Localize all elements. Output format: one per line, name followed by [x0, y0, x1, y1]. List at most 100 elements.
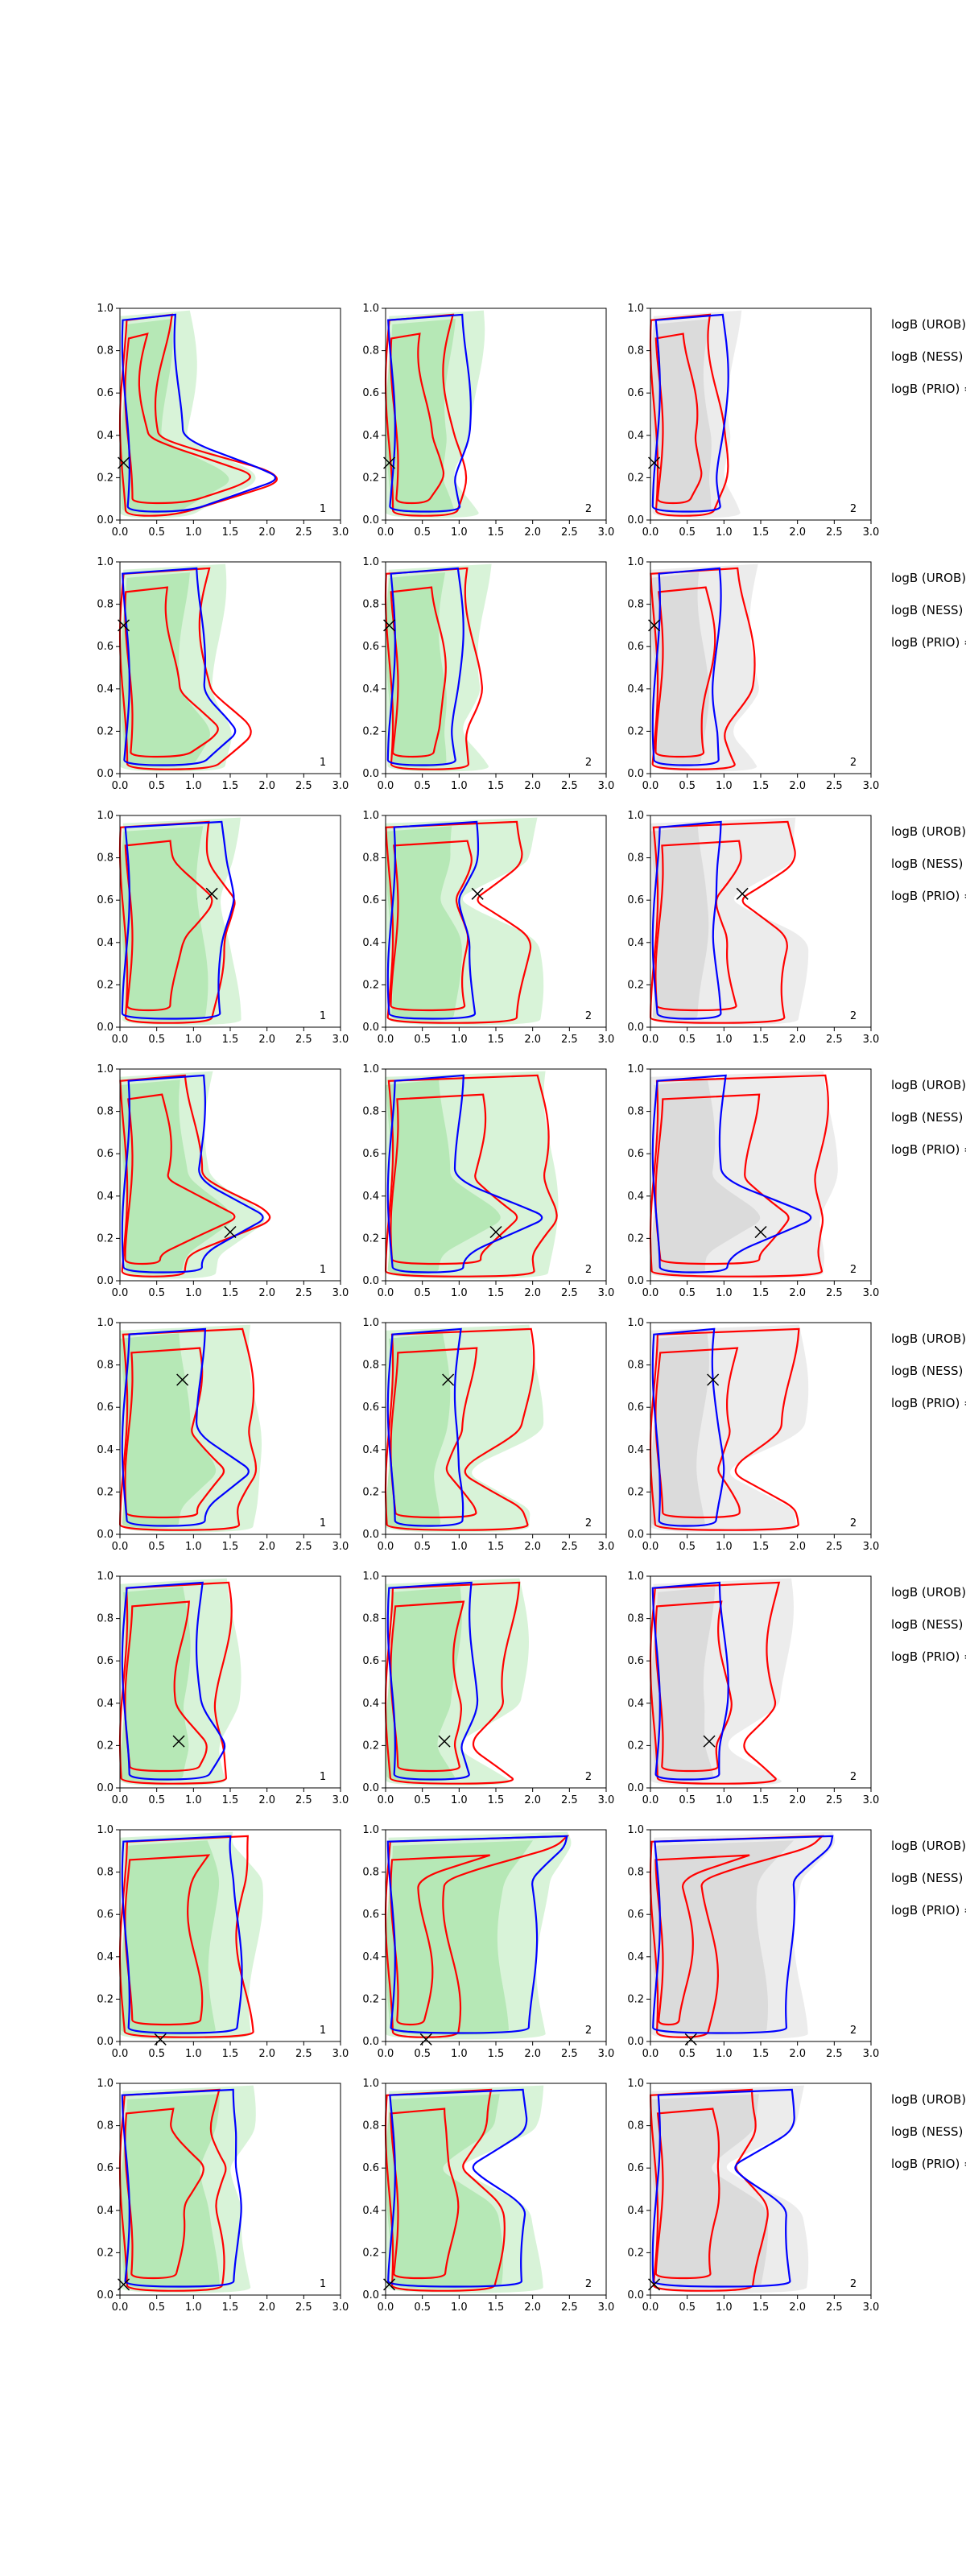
density-inner-fill: [650, 572, 709, 768]
y-tick-label: 0.2: [362, 979, 379, 991]
x-tick-label: 1.0: [451, 2301, 468, 2314]
y-tick-label: 0.8: [627, 852, 644, 865]
density-inner-fill: [650, 826, 709, 1022]
x-tick-label: 1.0: [716, 1794, 733, 1806]
panel-label: 2: [585, 2278, 592, 2290]
red-contour-outer: [118, 313, 278, 517]
density-inner-fill: [386, 2094, 504, 2289]
y-tick-label: 0.0: [97, 1529, 114, 1541]
red-contour-outer: [384, 2088, 506, 2292]
x-tick-label: 2.5: [561, 2301, 578, 2314]
blue-contour: [386, 820, 480, 1020]
x-tick-label: 2.5: [295, 526, 312, 539]
contour-panel-r5-c1: 0.0 0.5 1.0 1.5 2.0 2.5 3.0 0.0 0.2 0.4 0.6 0.8 1.0 1: [97, 1317, 349, 1553]
x-tick-label: 2.5: [561, 1287, 578, 1299]
x-tick-label: 0.5: [148, 780, 165, 792]
red-contour-outer: [649, 820, 796, 1024]
contour-panel-r5-c2: 0.0 0.5 1.0 1.5 2.0 2.5 3.0 0.0 0.2 0.4 0.6 0.8 1.0 2: [362, 1317, 614, 1553]
x-tick-label: 1.0: [716, 780, 733, 792]
density-inner-fill: [120, 319, 229, 514]
y-tick-label: 0.2: [627, 979, 644, 991]
x-tick-label: 3.0: [332, 1541, 349, 1553]
x-tick-label: 2.0: [789, 2301, 806, 2314]
x-tick-label: 1.5: [222, 1794, 239, 1806]
x-tick-label: 1.5: [222, 1287, 239, 1299]
x-tick-label: 2.5: [561, 2048, 578, 2060]
y-tick-label: 0.2: [627, 2247, 644, 2259]
contour-panel-r8-c3: 0.0 0.5 1.0 1.5 2.0 2.5 3.0 0.0 0.2 0.4 0.6 0.8 1.0 2: [627, 2078, 879, 2314]
true-value-marker: [438, 1735, 451, 1748]
y-tick-label: 0.4: [362, 683, 379, 696]
x-tick-label: 3.0: [332, 526, 349, 539]
contour-panel-r2-c2: 0.0 0.5 1.0 1.5 2.0 2.5 3.0 0.0 0.2 0.4 0.6 0.8 1.0 2: [362, 556, 614, 792]
x-tick-label: 1.0: [716, 2048, 733, 2060]
density-inner-fill: [120, 826, 208, 1022]
x-tick-label: 0.0: [642, 2301, 659, 2314]
panel-label: 2: [850, 1771, 857, 1783]
x-tick-label: 1.0: [451, 526, 468, 539]
side-label-3: logB (PRIO) =: [891, 1396, 966, 1410]
y-tick-label: 1.0: [627, 1571, 644, 1583]
x-tick-label: 3.0: [332, 780, 349, 792]
y-tick-label: 0.8: [362, 1867, 379, 1879]
side-label-3: logB (PRIO) =: [891, 1649, 966, 1664]
x-tick-label: 3.0: [332, 1794, 349, 1806]
y-tick-label: 0.6: [97, 641, 114, 653]
y-tick-label: 0.6: [97, 1402, 114, 1414]
true-value-marker: [489, 1225, 502, 1239]
y-tick-label: 0.8: [627, 1613, 644, 1625]
x-tick-label: 0.5: [679, 1541, 696, 1553]
side-label-1: logB (UROB) =: [891, 2092, 966, 2107]
x-tick-label: 1.0: [716, 526, 733, 539]
red-contour-inner: [390, 1347, 478, 1519]
panel-label: 2: [585, 503, 592, 515]
true-value-marker: [205, 887, 218, 900]
true-value-marker: [736, 887, 749, 900]
panel-label: 2: [850, 1264, 857, 1276]
panel-label: 2: [585, 2025, 592, 2037]
y-tick-label: 1.0: [97, 1317, 114, 1329]
contour-panel-r6-c3: 0.0 0.5 1.0 1.5 2.0 2.5 3.0 0.0 0.2 0.4 0.6 0.8 1.0 2: [627, 1571, 879, 1806]
x-tick-label: 1.5: [488, 1541, 505, 1553]
x-tick-label: 2.0: [524, 1794, 541, 1806]
y-tick-label: 0.4: [362, 1191, 379, 1203]
x-tick-label: 2.0: [258, 1794, 275, 1806]
x-tick-label: 0.0: [378, 1794, 394, 1806]
y-tick-label: 0.8: [627, 1360, 644, 1372]
density-inner-fill: [650, 1333, 709, 1529]
x-tick-label: 1.5: [488, 1287, 505, 1299]
x-tick-label: 3.0: [863, 526, 880, 539]
y-tick-label: 0.6: [97, 387, 114, 399]
y-tick-label: 0.4: [627, 1191, 644, 1203]
y-tick-label: 0.8: [97, 1106, 114, 1118]
x-tick-label: 1.0: [716, 1287, 733, 1299]
red-contour-outer: [119, 1074, 271, 1278]
red-contour-outer: [649, 1327, 800, 1531]
y-tick-label: 0.2: [97, 472, 114, 484]
y-tick-label: 1.0: [627, 810, 644, 822]
y-tick-label: 1.0: [97, 1824, 114, 1836]
x-tick-label: 0.5: [414, 526, 431, 539]
density-outer-fill: [386, 1578, 529, 1786]
y-tick-label: 0.0: [627, 1782, 644, 1794]
y-tick-label: 0.8: [627, 599, 644, 611]
density-outer-fill: [650, 1831, 836, 2040]
panel-label: 2: [850, 503, 857, 515]
blue-contour: [121, 1581, 226, 1781]
density-inner-fill: [120, 2094, 221, 2289]
x-tick-label: 0.5: [679, 2048, 696, 2060]
x-tick-label: 2.0: [524, 1541, 541, 1553]
x-tick-label: 0.5: [414, 1287, 431, 1299]
y-tick-label: 0.2: [627, 1232, 644, 1245]
x-tick-label: 1.5: [488, 2301, 505, 2314]
panel-label: 2: [585, 1010, 592, 1022]
y-tick-label: 1.0: [362, 1063, 379, 1075]
x-tick-label: 2.5: [295, 1541, 312, 1553]
blue-contour: [651, 1074, 812, 1274]
x-tick-label: 0.0: [112, 780, 129, 792]
x-tick-label: 2.5: [561, 1794, 578, 1806]
density-inner-fill: [120, 1333, 217, 1529]
x-tick-label: 1.5: [488, 526, 505, 539]
red-contour-outer: [649, 2088, 769, 2292]
y-tick-label: 1.0: [97, 556, 114, 568]
